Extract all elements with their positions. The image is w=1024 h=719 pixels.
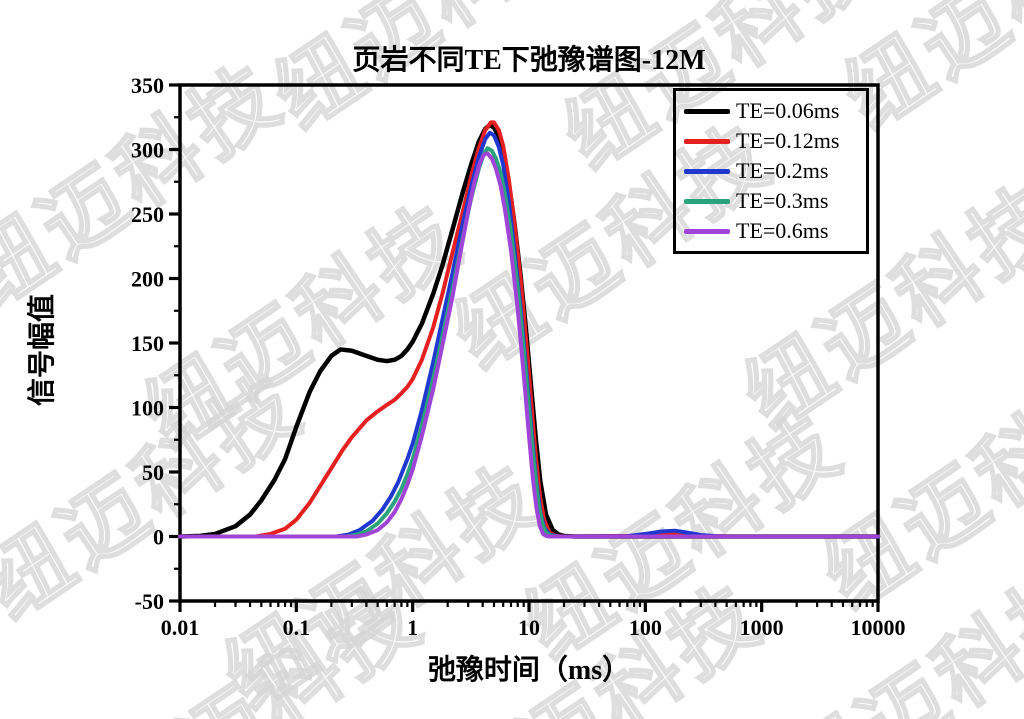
y-tick-label: -50 xyxy=(135,589,164,614)
y-tick-label: 100 xyxy=(131,396,164,421)
legend-line-swatch xyxy=(684,138,730,144)
y-tick-label: 150 xyxy=(131,331,164,356)
x-tick-label: 100 xyxy=(629,615,662,640)
x-axis-title: 弛豫时间（ms） xyxy=(427,655,631,686)
legend-item: TE=0.12ms xyxy=(684,126,866,156)
legend-box: TE=0.06ms TE=0.12ms TE=0.2ms TE=0.3ms TE… xyxy=(673,88,869,254)
y-tick-label: 300 xyxy=(131,138,164,163)
y-tick-label: 350 xyxy=(131,73,164,98)
legend-label: TE=0.6ms xyxy=(736,218,829,243)
legend-label: TE=0.12ms xyxy=(736,128,840,153)
y-tick-label: 50 xyxy=(142,460,164,485)
legend-line-swatch xyxy=(684,228,730,234)
legend-item: TE=0.3ms xyxy=(684,186,866,216)
legend-item: TE=0.06ms xyxy=(684,96,866,126)
x-tick-label: 10000 xyxy=(851,615,906,640)
legend-line-swatch xyxy=(684,108,730,114)
legend-label: TE=0.2ms xyxy=(736,158,829,183)
legend-label: TE=0.06ms xyxy=(736,98,840,123)
legend-label: TE=0.3ms xyxy=(736,188,829,213)
legend-item: TE=0.6ms xyxy=(684,216,866,246)
y-axis-title: 信号幅值 xyxy=(27,294,58,407)
y-tick-label: 200 xyxy=(131,267,164,292)
chart-title: 页岩不同TE下弛豫谱图-12M xyxy=(352,45,706,76)
x-tick-label: 10 xyxy=(518,615,540,640)
legend-line-swatch xyxy=(684,168,730,174)
y-tick-label: 250 xyxy=(131,202,164,227)
series-line-te-0.2ms xyxy=(178,130,880,539)
x-tick-label: 1 xyxy=(407,615,418,640)
legend-line-swatch xyxy=(684,198,730,204)
x-tick-label: 1000 xyxy=(740,615,784,640)
series-line-te-0.6ms xyxy=(178,151,880,539)
plot-border xyxy=(178,83,880,603)
y-tick-label: 0 xyxy=(153,525,164,550)
x-tick-label: 0.1 xyxy=(283,615,311,640)
x-tick-label: 0.01 xyxy=(161,615,200,640)
legend-item: TE=0.2ms xyxy=(684,156,866,186)
